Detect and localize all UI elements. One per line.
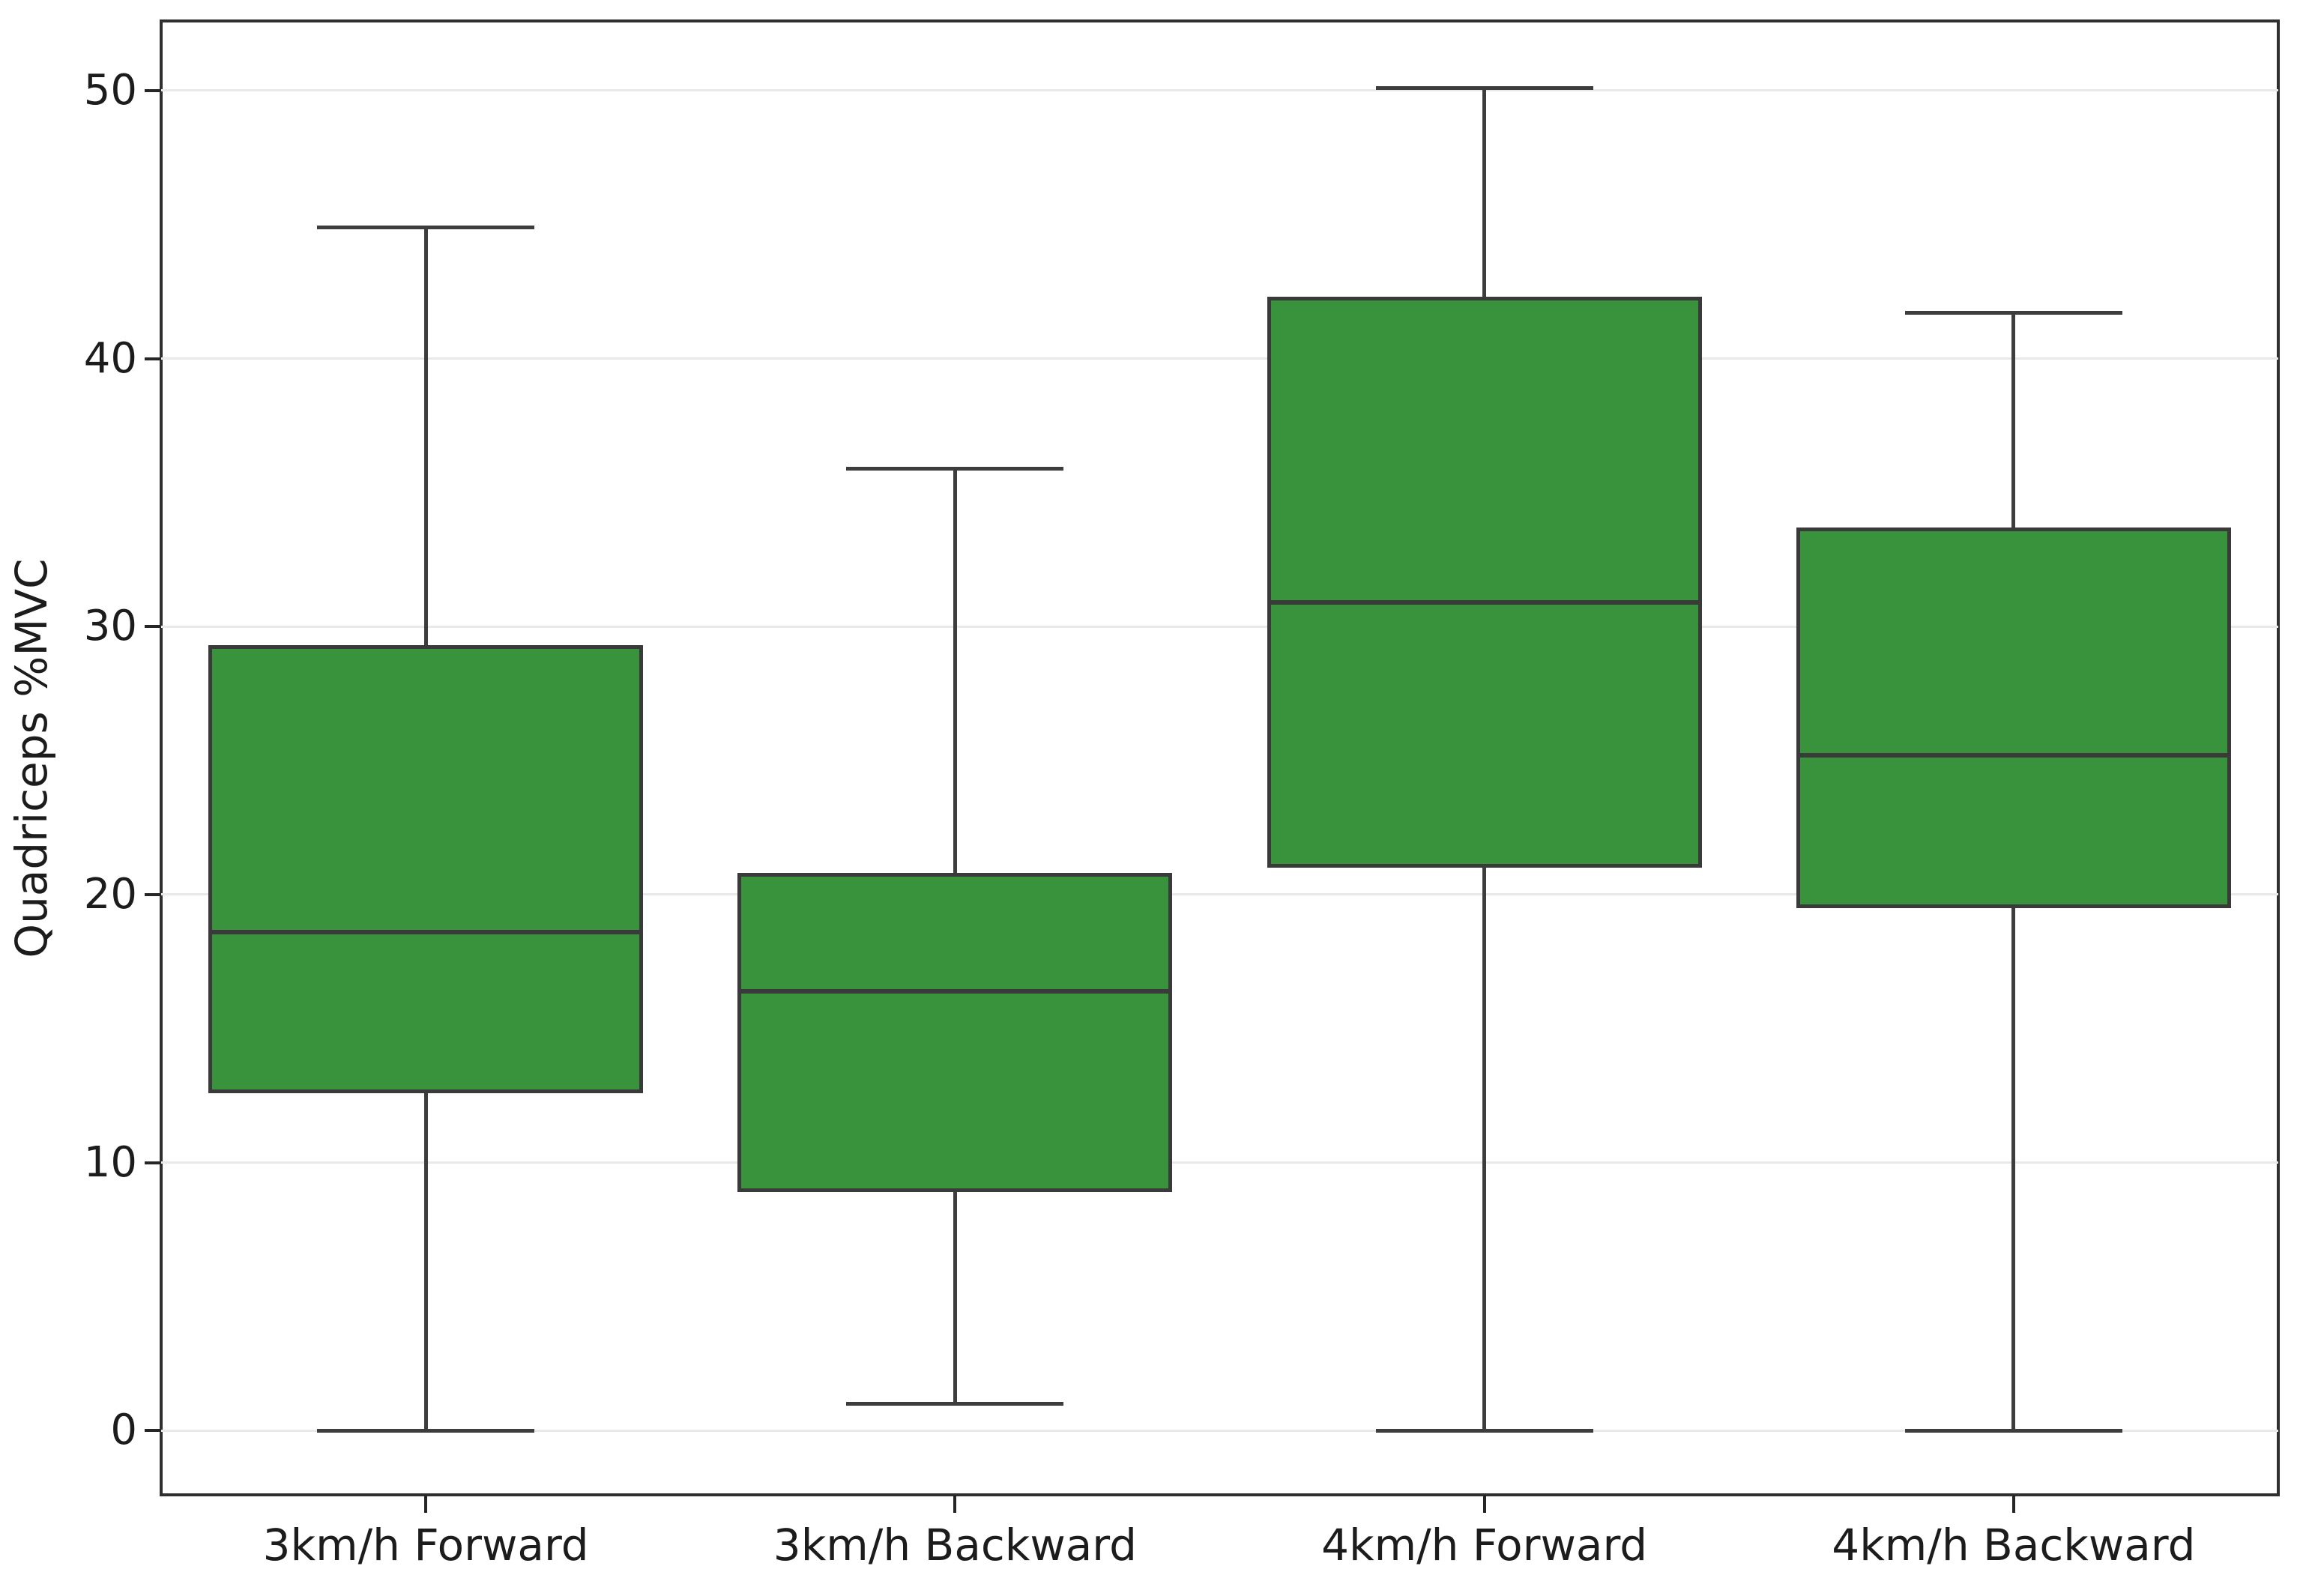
whisker-cap-lower xyxy=(1904,1428,2122,1433)
y-axis-label: Quadriceps %MVC xyxy=(6,558,57,958)
gridline xyxy=(161,89,2278,92)
median-line xyxy=(741,988,1169,994)
y-axis-tick xyxy=(145,625,161,629)
median-line xyxy=(212,929,640,934)
whisker-lower xyxy=(1482,868,1487,1431)
median-line xyxy=(1799,752,2227,758)
y-tick-label: 40 xyxy=(83,333,137,383)
box xyxy=(737,873,1173,1192)
gridline xyxy=(161,357,2278,360)
whisker-upper xyxy=(1482,88,1487,297)
whisker-lower xyxy=(2011,907,2016,1431)
x-axis-tick xyxy=(424,1495,428,1513)
x-tick-label: 4km/h Forward xyxy=(1321,1520,1648,1571)
whisker-cap-lower xyxy=(317,1428,535,1433)
whisker-upper xyxy=(953,468,957,874)
box xyxy=(1796,527,2231,908)
box xyxy=(1267,297,1702,868)
whisker-cap-lower xyxy=(1375,1428,1593,1433)
whisker-cap-upper xyxy=(317,225,535,229)
y-tick-label: 0 xyxy=(110,1406,137,1455)
gridline xyxy=(161,1429,2278,1432)
gridline xyxy=(161,893,2278,896)
y-tick-label: 10 xyxy=(83,1137,137,1187)
x-tick-label: 4km/h Backward xyxy=(1832,1520,2196,1571)
whisker-cap-upper xyxy=(846,466,1064,471)
y-axis-tick xyxy=(145,88,161,92)
whisker-upper xyxy=(423,227,428,646)
box xyxy=(208,645,644,1093)
y-tick-label: 20 xyxy=(83,869,137,919)
x-axis-tick xyxy=(1482,1495,1486,1513)
whisker-upper xyxy=(2011,312,2016,528)
y-axis-tick xyxy=(145,1161,161,1164)
whisker-cap-upper xyxy=(1904,311,2122,315)
whisker-cap-lower xyxy=(846,1401,1064,1406)
y-axis-tick xyxy=(145,357,161,360)
median-line xyxy=(1270,600,1698,605)
whisker-lower xyxy=(423,1092,428,1431)
x-tick-label: 3km/h Forward xyxy=(262,1520,589,1571)
y-tick-label: 30 xyxy=(83,602,137,651)
whisker-cap-upper xyxy=(1375,85,1593,90)
x-axis-tick xyxy=(953,1495,957,1513)
y-axis-tick xyxy=(145,1429,161,1433)
x-axis-tick xyxy=(2011,1495,2015,1513)
whisker-lower xyxy=(953,1191,957,1404)
gridline xyxy=(161,625,2278,628)
y-tick-label: 50 xyxy=(83,65,137,115)
x-tick-label: 3km/h Backward xyxy=(773,1520,1137,1571)
gridline xyxy=(161,1161,2278,1164)
y-axis-tick xyxy=(145,892,161,896)
